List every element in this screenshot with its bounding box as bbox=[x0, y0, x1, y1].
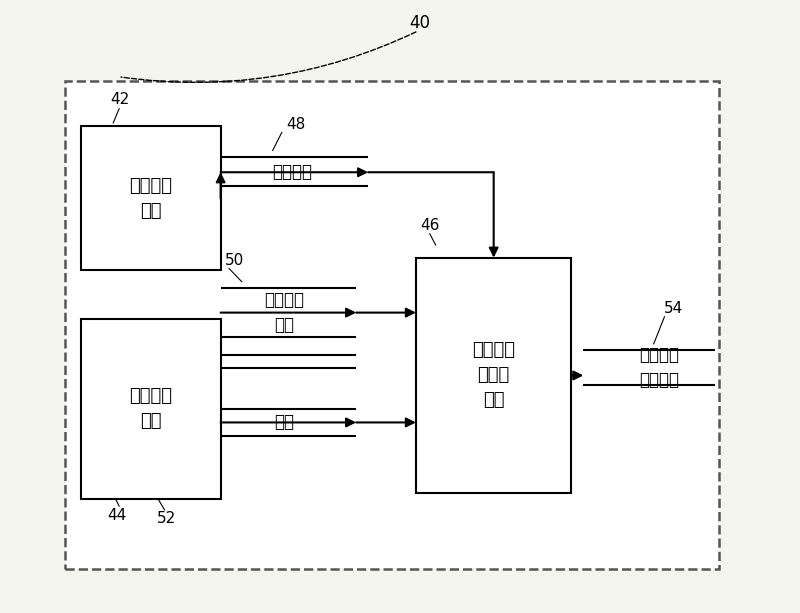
Text: 干扰排斥
模块: 干扰排斥 模块 bbox=[130, 387, 172, 430]
Text: 48: 48 bbox=[286, 117, 306, 132]
Bar bbox=[416, 257, 571, 493]
Text: 50: 50 bbox=[225, 253, 244, 268]
Text: 频率: 频率 bbox=[274, 413, 294, 432]
Text: 控制信号: 控制信号 bbox=[272, 163, 312, 181]
Text: 被补偿的
控制信号: 被补偿的 控制信号 bbox=[639, 346, 679, 389]
Bar bbox=[81, 126, 221, 270]
Text: 动态系统
补偿器
模块: 动态系统 补偿器 模块 bbox=[472, 341, 515, 409]
Text: 40: 40 bbox=[410, 13, 430, 32]
Text: 52: 52 bbox=[157, 511, 176, 526]
Text: 54: 54 bbox=[664, 301, 683, 316]
Text: 44: 44 bbox=[107, 508, 126, 523]
Text: 42: 42 bbox=[110, 91, 129, 107]
Text: 46: 46 bbox=[420, 218, 439, 233]
Bar bbox=[81, 319, 221, 499]
Text: 干扰取消
命令: 干扰取消 命令 bbox=[265, 291, 305, 334]
Text: 动力转向
模块: 动力转向 模块 bbox=[130, 177, 172, 219]
Bar bbox=[65, 81, 719, 569]
